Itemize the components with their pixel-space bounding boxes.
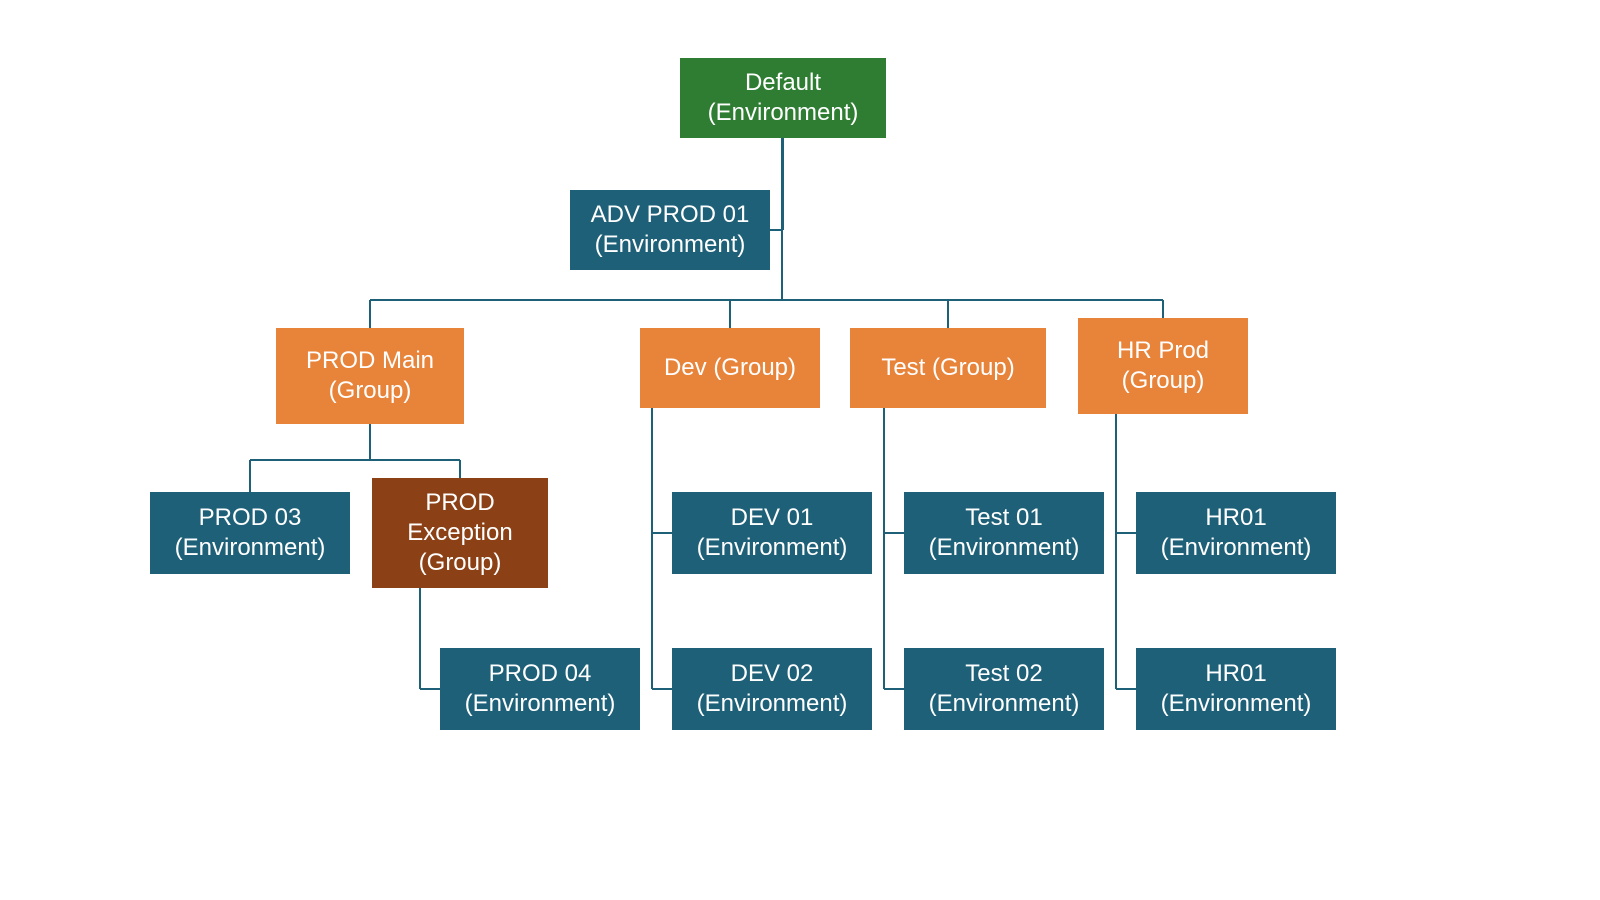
node-devgroup-line1: Dev (Group) (664, 353, 796, 383)
node-test02: Test 02(Environment) (904, 648, 1104, 730)
node-prod04-line1: PROD 04 (489, 659, 592, 689)
node-devgroup: Dev (Group) (640, 328, 820, 408)
node-dev02-line1: DEV 02 (731, 659, 814, 689)
node-test01-line2: (Environment) (929, 533, 1080, 563)
node-advprod01-line2: (Environment) (595, 230, 746, 260)
node-prodexc: PRODException(Group) (372, 478, 548, 588)
node-hr01a-line1: HR01 (1205, 503, 1266, 533)
node-hrprod-line1: HR Prod (1117, 336, 1209, 366)
node-hr01b: HR01(Environment) (1136, 648, 1336, 730)
node-prodexc-line1: PROD (425, 488, 494, 518)
node-hr01a: HR01(Environment) (1136, 492, 1336, 574)
node-testgroup-line1: Test (Group) (881, 353, 1014, 383)
node-hrprod-line2: (Group) (1122, 366, 1205, 396)
node-dev02: DEV 02(Environment) (672, 648, 872, 730)
node-test02-line1: Test 02 (965, 659, 1042, 689)
node-advprod01-line1: ADV PROD 01 (591, 200, 750, 230)
node-hr01b-line1: HR01 (1205, 659, 1266, 689)
node-default-line2: (Environment) (708, 98, 859, 128)
node-advprod01: ADV PROD 01(Environment) (570, 190, 770, 270)
node-dev01-line2: (Environment) (697, 533, 848, 563)
node-prodexc-line3: (Group) (419, 548, 502, 578)
node-prodexc-line2: Exception (407, 518, 512, 548)
node-prod03-line2: (Environment) (175, 533, 326, 563)
node-prod04: PROD 04(Environment) (440, 648, 640, 730)
node-prod03-line1: PROD 03 (199, 503, 302, 533)
node-default-line1: Default (745, 68, 821, 98)
node-hr01a-line2: (Environment) (1161, 533, 1312, 563)
node-prod04-line2: (Environment) (465, 689, 616, 719)
node-prodmain: PROD Main(Group) (276, 328, 464, 424)
node-dev01-line1: DEV 01 (731, 503, 814, 533)
node-default: Default(Environment) (680, 58, 886, 138)
node-prod03: PROD 03(Environment) (150, 492, 350, 574)
node-hr01b-line2: (Environment) (1161, 689, 1312, 719)
node-prodmain-line1: PROD Main (306, 346, 434, 376)
node-dev01: DEV 01(Environment) (672, 492, 872, 574)
diagram-canvas: Default(Environment)ADV PROD 01(Environm… (0, 0, 1600, 900)
node-test01-line1: Test 01 (965, 503, 1042, 533)
node-test02-line2: (Environment) (929, 689, 1080, 719)
node-testgroup: Test (Group) (850, 328, 1046, 408)
node-prodmain-line2: (Group) (329, 376, 412, 406)
node-dev02-line2: (Environment) (697, 689, 848, 719)
node-hrprod: HR Prod(Group) (1078, 318, 1248, 414)
node-test01: Test 01(Environment) (904, 492, 1104, 574)
